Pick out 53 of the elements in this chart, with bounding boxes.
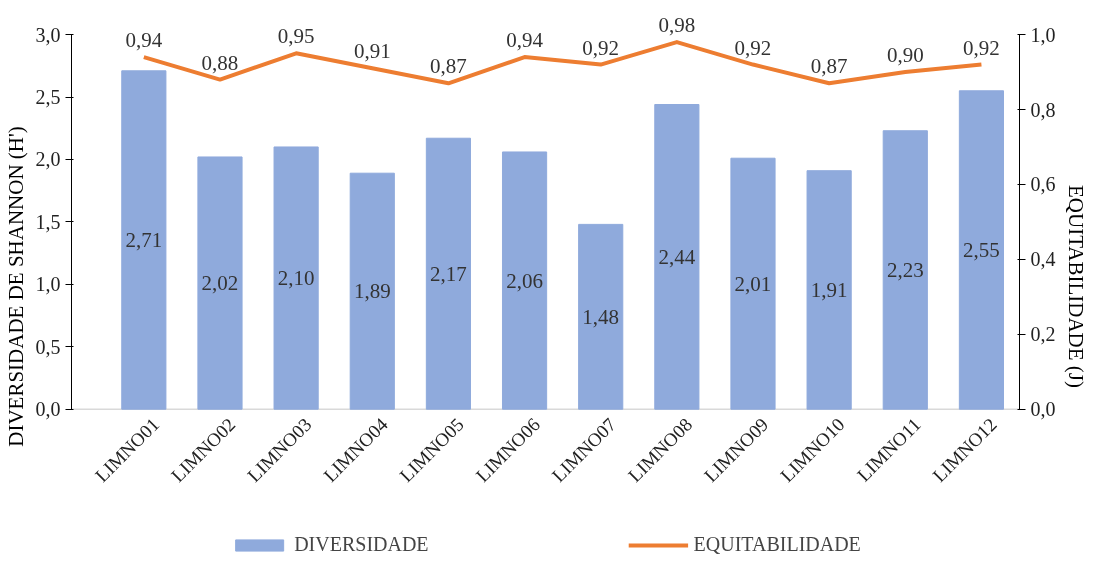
bar xyxy=(958,90,1005,410)
y2-tick-label: 0,4 xyxy=(1030,248,1056,271)
y2-tick-label: 1,0 xyxy=(1030,23,1056,46)
data-label: 2,10 xyxy=(277,266,315,291)
y-tick-label: 2,0 xyxy=(35,148,61,171)
bar xyxy=(349,172,395,410)
data-label: 0,87 xyxy=(810,54,848,79)
y-tick-label: 1,0 xyxy=(35,273,61,296)
bar xyxy=(578,223,624,410)
data-label: 0,95 xyxy=(277,24,315,49)
data-label: 2,44 xyxy=(658,244,696,269)
y2-tick-label: 0,2 xyxy=(1030,323,1056,346)
data-label: 0,92 xyxy=(582,35,620,60)
data-label: 2,01 xyxy=(734,271,772,296)
y-tick-label: 0,0 xyxy=(35,398,61,421)
data-label: 0,92 xyxy=(734,35,772,60)
data-label: 2,06 xyxy=(506,268,543,293)
data-label: 0,88 xyxy=(201,50,239,75)
data-label: 2,02 xyxy=(201,271,239,296)
data-label: 0,92 xyxy=(963,35,1000,60)
y-tick-label: 3,0 xyxy=(35,23,61,46)
data-label: 1,91 xyxy=(810,277,848,302)
data-label: 2,17 xyxy=(430,261,467,286)
bar xyxy=(425,137,471,410)
data-label: 2,71 xyxy=(125,227,163,252)
bar xyxy=(730,157,776,410)
bar xyxy=(197,156,243,410)
data-label: 0,94 xyxy=(506,28,544,53)
data-label: 2,23 xyxy=(886,257,924,282)
data-label: 0,98 xyxy=(658,13,696,38)
data-label: 0,87 xyxy=(430,54,467,79)
y2-axis-title: EQUITABILIDADE (J) xyxy=(1063,184,1088,389)
y-tick-label: 0,5 xyxy=(35,335,61,358)
bar xyxy=(882,130,928,410)
y-tick-label: 2,5 xyxy=(35,86,61,109)
y2-tick-label: 0,6 xyxy=(1030,173,1056,196)
data-label: 1,48 xyxy=(582,304,620,329)
data-label: 1,89 xyxy=(353,279,391,304)
y2-tick-label: 0,8 xyxy=(1030,98,1056,121)
legend-label: DIVERSIDADE xyxy=(294,533,429,556)
y-tick-label: 1,5 xyxy=(35,210,61,233)
bar xyxy=(121,70,167,410)
y-axis-title: DIVERSIDADE DE SHANNON (H') xyxy=(3,126,28,447)
data-label: 2,55 xyxy=(963,237,1000,262)
legend-label: EQUITABILIDADE xyxy=(693,533,861,556)
y2-tick-label: 0,0 xyxy=(1030,398,1056,421)
data-label: 0,91 xyxy=(353,39,391,64)
bar xyxy=(501,151,548,410)
bar xyxy=(806,170,852,410)
data-label: 0,94 xyxy=(125,28,163,53)
bar xyxy=(273,146,319,410)
data-label: 0,90 xyxy=(886,43,924,68)
bar xyxy=(654,104,700,410)
